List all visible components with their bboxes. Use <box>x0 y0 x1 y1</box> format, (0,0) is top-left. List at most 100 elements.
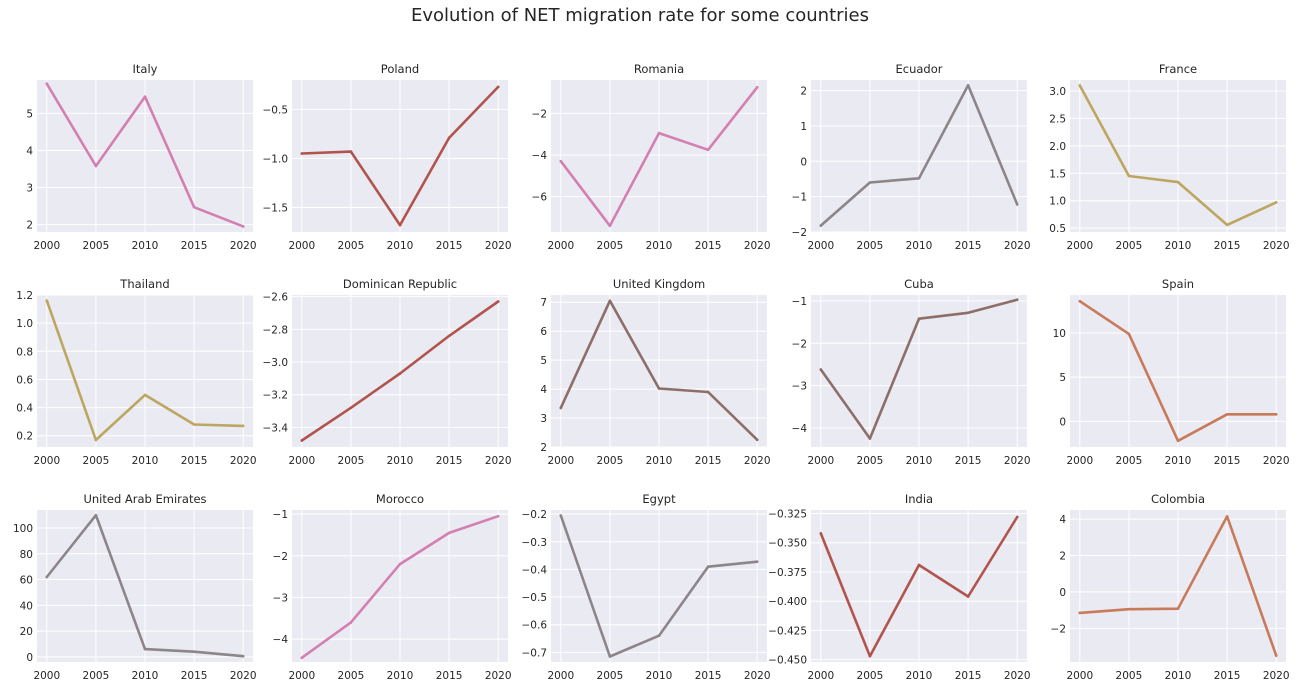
data-point <box>869 655 872 658</box>
y-tick-label: 2 <box>1059 551 1066 563</box>
x-tick-label: 2010 <box>387 670 414 682</box>
data-point <box>497 86 500 89</box>
data-point <box>497 300 500 303</box>
data-point <box>820 224 823 227</box>
x-tick-label: 2020 <box>744 240 771 252</box>
x-tick-label: 2020 <box>744 670 771 682</box>
y-tick-label: −0.375 <box>768 567 807 579</box>
x-tick-label: 2005 <box>597 670 624 682</box>
y-tick-label: 0.6 <box>16 374 33 386</box>
panel-romania: 2000 2005 2010 2015 2020 −6 −4 −2 Romania <box>532 62 771 252</box>
y-tick-label: 1.5 <box>1049 168 1066 180</box>
data-point <box>46 299 49 302</box>
data-point <box>869 181 872 184</box>
x-tick-label: 2000 <box>288 240 315 252</box>
panel-thailand: 2000 2005 2010 2015 2020 0.2 0.4 0.6 0.8 1.0 1.2 Th… <box>16 277 256 467</box>
y-tick-label: 20 <box>20 626 33 638</box>
data-point <box>144 394 147 397</box>
panel-poland: 2000 2005 2010 2015 2020 −1.5 −1.0 −0.5 Poland <box>263 62 512 252</box>
y-tick-label: −4 <box>792 423 808 435</box>
y-tick-label: −4 <box>273 634 289 646</box>
data-point <box>1016 203 1019 206</box>
data-point <box>820 532 823 535</box>
data-point <box>1016 298 1019 301</box>
x-tick-label: 2020 <box>1263 240 1290 252</box>
data-point <box>1226 224 1229 227</box>
data-point <box>448 137 451 140</box>
data-point <box>350 406 353 409</box>
panel-title: France <box>1159 62 1197 76</box>
x-tick-label: 2000 <box>33 240 60 252</box>
data-point <box>1226 515 1229 518</box>
y-tick-label: 2.5 <box>1049 113 1066 125</box>
data-point <box>46 576 49 579</box>
x-tick-label: 2015 <box>181 670 208 682</box>
data-point <box>756 438 759 441</box>
x-tick-label: 2000 <box>33 670 60 682</box>
y-tick-label: 7 <box>540 297 547 309</box>
panel-title: United Arab Emirates <box>83 492 206 506</box>
x-tick-label: 2015 <box>436 670 463 682</box>
x-tick-label: 2010 <box>646 670 673 682</box>
data-point <box>301 657 304 660</box>
data-point <box>46 82 49 85</box>
x-tick-label: 2015 <box>955 455 982 467</box>
data-point <box>967 84 970 87</box>
y-tick-label: 4 <box>1059 514 1066 526</box>
data-point <box>1079 84 1082 87</box>
data-point <box>399 224 402 227</box>
data-point <box>95 439 98 442</box>
y-tick-label: −2 <box>532 108 547 120</box>
y-tick-label: −2 <box>792 338 807 350</box>
y-tick-label: 1.2 <box>16 290 33 302</box>
x-tick-label: 2005 <box>83 455 110 467</box>
y-tick-label: −1.5 <box>263 202 289 214</box>
data-point <box>609 655 612 658</box>
y-tick-label: 0 <box>1059 416 1066 428</box>
y-tick-label: −1 <box>792 296 807 308</box>
x-tick-label: 2005 <box>338 455 365 467</box>
y-tick-label: 0.8 <box>16 346 33 358</box>
x-tick-label: 2015 <box>181 240 208 252</box>
data-point <box>1177 181 1180 184</box>
panel-title: Cuba <box>904 277 934 291</box>
y-tick-label: −3.4 <box>263 422 289 434</box>
panel-title: Morocco <box>376 492 424 506</box>
x-tick-label: 2020 <box>1263 455 1290 467</box>
panel-title: United Kingdom <box>613 277 705 291</box>
x-tick-label: 2020 <box>744 455 771 467</box>
y-tick-label: −1 <box>273 509 288 521</box>
x-tick-label: 2000 <box>1066 455 1093 467</box>
x-tick-label: 2020 <box>1004 240 1031 252</box>
data-point <box>399 563 402 566</box>
data-point <box>658 132 661 135</box>
x-tick-label: 2010 <box>132 240 159 252</box>
data-point <box>560 407 563 410</box>
data-point <box>1275 654 1278 657</box>
data-point <box>144 95 147 98</box>
y-tick-label: 100 <box>13 523 33 535</box>
y-tick-label: 5 <box>26 108 33 120</box>
data-point <box>1226 413 1229 416</box>
x-tick-label: 2000 <box>547 455 574 467</box>
x-tick-label: 2010 <box>1165 240 1192 252</box>
x-tick-label: 2005 <box>597 240 624 252</box>
x-tick-label: 2005 <box>1116 240 1143 252</box>
x-tick-label: 2020 <box>485 240 512 252</box>
data-point <box>756 86 759 89</box>
panel-title: Poland <box>381 62 419 76</box>
x-tick-label: 2005 <box>857 670 884 682</box>
y-tick-label: 0.4 <box>16 403 33 415</box>
data-point <box>350 150 353 153</box>
y-tick-label: 40 <box>20 600 33 612</box>
data-point <box>1177 440 1180 443</box>
data-point <box>658 634 661 637</box>
data-point <box>1079 612 1082 615</box>
x-tick-label: 2000 <box>807 240 834 252</box>
x-tick-label: 2015 <box>695 670 722 682</box>
data-point <box>967 311 970 314</box>
x-tick-label: 2015 <box>955 240 982 252</box>
data-point <box>707 565 710 568</box>
x-tick-label: 2010 <box>132 670 159 682</box>
y-tick-label: 4 <box>26 145 33 157</box>
